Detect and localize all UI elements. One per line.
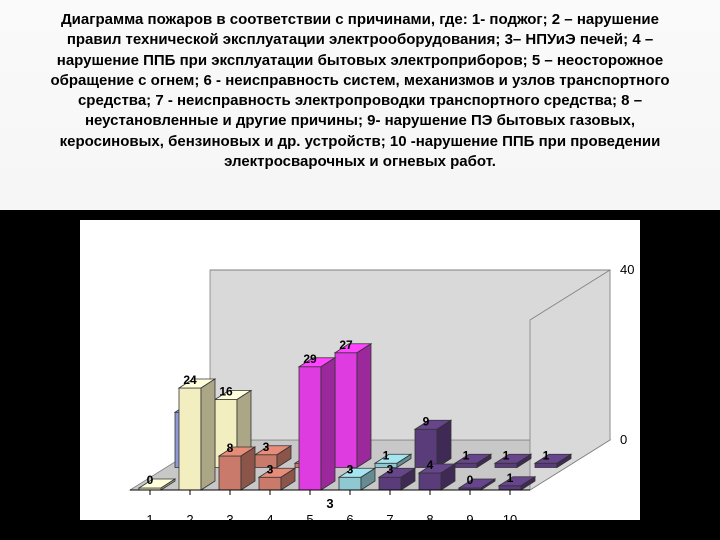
chart-container: 0401316312719111024832933401312345678910 — [0, 210, 720, 540]
svg-text:1: 1 — [543, 448, 550, 462]
svg-text:7: 7 — [386, 512, 393, 527]
svg-text:5: 5 — [306, 512, 313, 527]
svg-text:1: 1 — [146, 512, 153, 527]
svg-text:9: 9 — [423, 414, 430, 428]
svg-text:3: 3 — [226, 512, 233, 527]
svg-text:1: 1 — [503, 448, 510, 462]
svg-text:3: 3 — [326, 496, 333, 511]
svg-text:0: 0 — [147, 473, 154, 487]
svg-text:6: 6 — [346, 512, 353, 527]
svg-text:10: 10 — [503, 512, 517, 527]
svg-text:3: 3 — [387, 462, 394, 476]
svg-text:24: 24 — [183, 373, 197, 387]
svg-text:40: 40 — [620, 262, 634, 277]
svg-text:4: 4 — [266, 512, 273, 527]
svg-text:3: 3 — [347, 462, 354, 476]
svg-text:9: 9 — [466, 512, 473, 527]
svg-text:3: 3 — [267, 462, 274, 476]
svg-text:1: 1 — [383, 448, 390, 462]
bar-chart-3d: 0401316312719111024832933401312345678910 — [0, 210, 720, 540]
svg-text:0: 0 — [620, 432, 627, 447]
svg-text:1: 1 — [507, 471, 514, 485]
svg-text:16: 16 — [219, 385, 233, 399]
svg-text:4: 4 — [427, 458, 434, 472]
svg-text:3: 3 — [263, 440, 270, 454]
chart-caption: Диаграмма пожаров в соответствии с причи… — [0, 0, 720, 178]
svg-text:8: 8 — [426, 512, 433, 527]
svg-text:29: 29 — [303, 352, 317, 366]
svg-text:1: 1 — [463, 448, 470, 462]
svg-text:27: 27 — [339, 338, 353, 352]
svg-text:0: 0 — [467, 473, 474, 487]
svg-text:2: 2 — [186, 512, 193, 527]
svg-text:8: 8 — [227, 441, 234, 455]
